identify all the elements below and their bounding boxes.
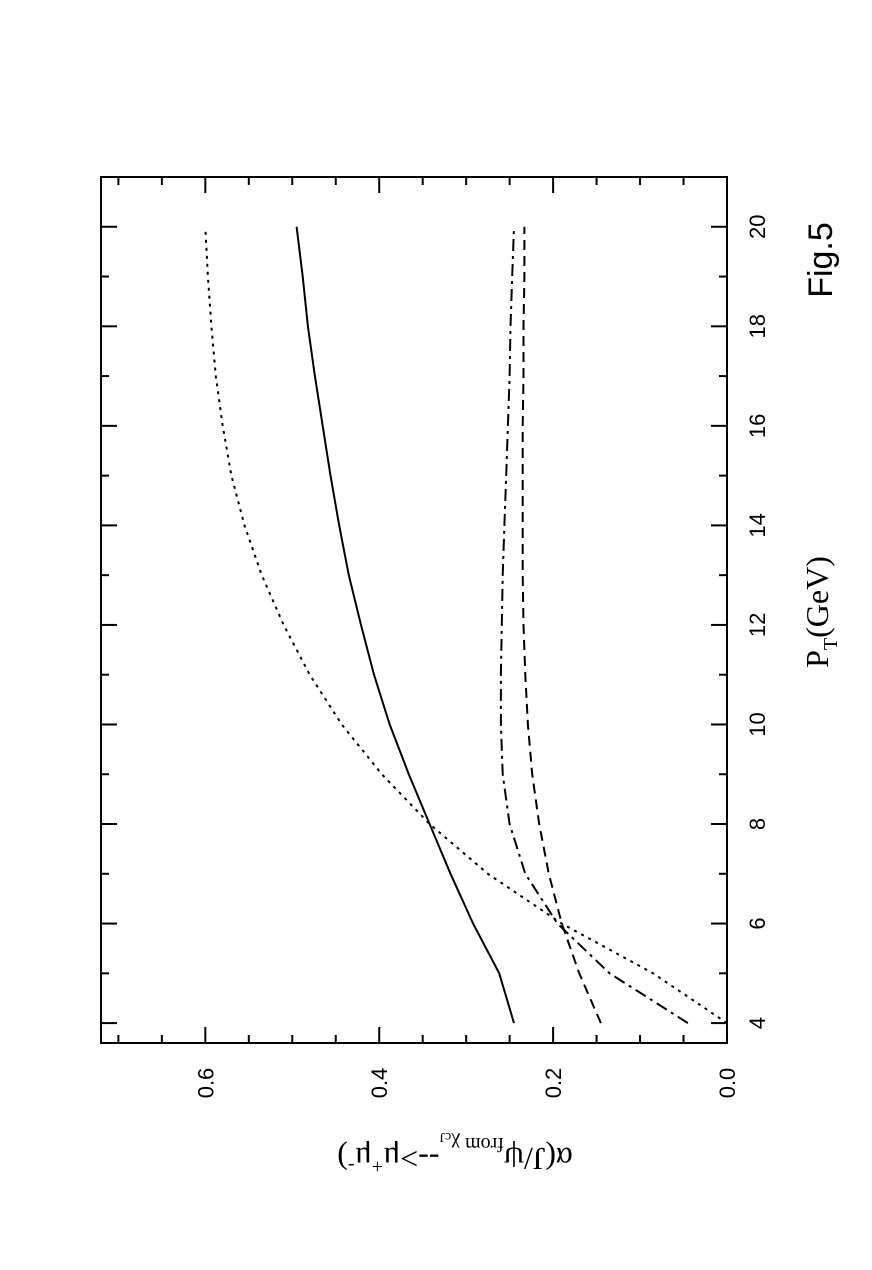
x-tick-label: 14	[745, 513, 770, 537]
x-tick-label: 12	[745, 613, 770, 637]
series-line-solid	[295, 226, 515, 1024]
plot-area: 4 6 8 10 12 14 16 18 20 0.0 0.2 0.4 0.6	[100, 176, 770, 1099]
y-axis-title-sub1: from χ	[451, 1133, 504, 1155]
series-line-dash-dot	[499, 226, 689, 1024]
x-tick-label: 18	[745, 314, 770, 338]
plot-frame	[100, 176, 728, 1044]
y-tick-label: 0.6	[193, 1068, 218, 1099]
y-tick-label: 0.0	[715, 1068, 740, 1099]
tick-labels: 4 6 8 10 12 14 16 18 20 0.0 0.2 0.4 0.6	[193, 215, 770, 1099]
x-tick-label: 20	[745, 215, 770, 239]
series-line-dotted	[204, 226, 728, 1024]
y-axis-title: α(J/ψfrom χcJ -->μ+μ-)	[337, 1129, 573, 1177]
x-axis-title-main: P	[799, 650, 835, 668]
y-tick-label: 0.2	[541, 1068, 566, 1099]
data-series	[204, 226, 728, 1024]
y-axis-title-suffix: )	[337, 1141, 348, 1177]
x-tick-label: 8	[745, 818, 770, 830]
y-axis-title-mid: μ	[355, 1141, 372, 1177]
x-tick-label: 4	[745, 1017, 770, 1029]
y-tick-label: 0.4	[367, 1068, 392, 1099]
y-axis-title-arrow: -->μ	[383, 1141, 440, 1177]
axis-ticks	[101, 176, 728, 1043]
y-axis-title-sup2: -	[348, 1155, 355, 1177]
series-line-dashed	[521, 226, 602, 1024]
x-axis-title: PT(GeV)	[799, 556, 842, 668]
x-tick-label: 10	[745, 712, 770, 736]
x-axis-title-unit: (GeV)	[799, 556, 835, 638]
x-tick-label: 6	[745, 917, 770, 929]
x-axis-title-sub: T	[820, 638, 842, 650]
figure-label: Fig.5	[802, 222, 840, 298]
y-axis-title-sup1: +	[372, 1155, 383, 1177]
y-axis-title-prefix: α(J/ψ	[504, 1141, 573, 1177]
y-axis-title-sub2: cJ	[439, 1129, 451, 1144]
x-tick-label: 16	[745, 414, 770, 438]
